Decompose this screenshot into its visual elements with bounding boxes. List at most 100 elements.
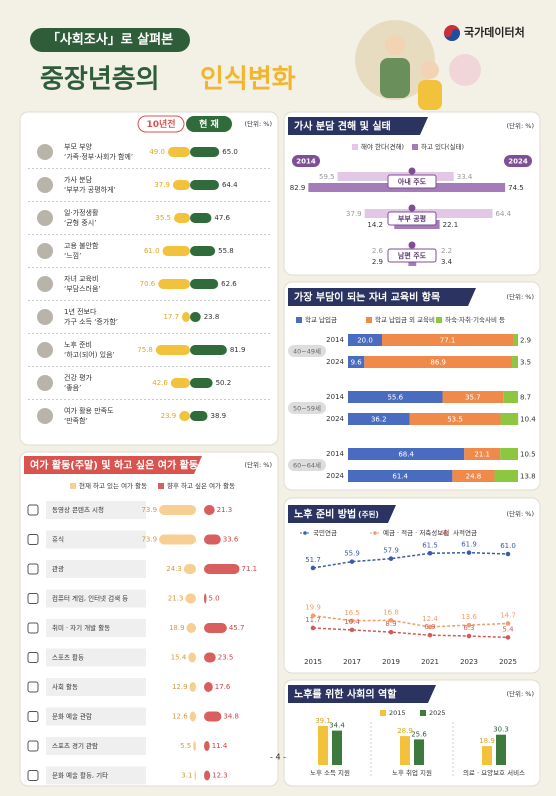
row-label: 노후 준비 [64, 340, 92, 349]
legend-label: 해야 한다(견해) [361, 142, 404, 151]
value-label: 77.1 [440, 337, 456, 345]
bar-future [204, 534, 221, 545]
row-label: 2014 [326, 336, 344, 344]
row-icon [37, 144, 53, 160]
point [466, 622, 472, 628]
x-tick-label: 2023 [460, 658, 478, 666]
row-label: 건강 평가 [64, 373, 93, 382]
row-label: 문화 예술 관람 [52, 712, 92, 721]
bar-past [167, 147, 190, 157]
bar-segment [348, 334, 382, 346]
bar [332, 730, 342, 765]
bar-future [204, 593, 207, 604]
bar-segment [503, 391, 518, 403]
row-label: ‘가족·정부·사회가 함께’ [64, 152, 133, 161]
point [427, 550, 433, 556]
value-label: 81.9 [230, 346, 246, 354]
value-label: 33.6 [223, 536, 239, 544]
point [505, 621, 511, 626]
panel-note: (복수응답, 2025) [200, 460, 261, 470]
logo [444, 29, 460, 41]
bar-segment [348, 356, 365, 368]
unit: (단위: %) [507, 509, 534, 518]
row-label: ‘부부가 공평하게’ [64, 185, 116, 194]
row-icon [27, 563, 39, 575]
panel [283, 111, 541, 276]
row-icon [27, 681, 39, 693]
series-line [312, 627, 509, 639]
value-label: 13.8 [520, 473, 536, 481]
bar-future [204, 682, 213, 692]
bar [318, 725, 328, 765]
panel-title-tip [428, 685, 436, 703]
illustration [380, 58, 410, 98]
bar-segment [500, 413, 519, 425]
subtitle-banner [30, 28, 190, 52]
row-icon [37, 177, 53, 193]
point [427, 624, 433, 630]
value-label: 24.8 [466, 473, 482, 481]
bar-future [204, 623, 227, 633]
series-line [312, 551, 509, 569]
value-label: 8.9 [385, 620, 396, 628]
bar-future [204, 564, 240, 574]
point [505, 551, 511, 557]
row-icon [37, 210, 53, 226]
row-label: 가사 분담 [64, 175, 93, 184]
row-label: 여가 활용 만족도 [64, 406, 114, 415]
panel-title-tip [194, 456, 202, 474]
bar-past [182, 312, 190, 322]
legend-swatch [158, 483, 164, 489]
panel-title-tip [420, 117, 428, 135]
value-label: 14.7 [500, 611, 516, 619]
value-label: 37.9 [346, 210, 362, 218]
value-label: 61.0 [500, 542, 516, 550]
panel-note: (주된) [358, 509, 379, 519]
value-label: 20.0 [357, 337, 373, 345]
legend-swatch [352, 144, 358, 150]
value-label: 50.2 [216, 379, 232, 387]
value-label: 6.3 [463, 624, 474, 632]
value-label: 70.6 [140, 280, 156, 288]
point [310, 565, 316, 571]
value-label: 51.7 [305, 556, 321, 564]
page-number: - 4 - [270, 753, 286, 762]
category-label: 남편 주도 [398, 251, 427, 260]
row-icon [27, 740, 39, 752]
row-icon [27, 593, 39, 604]
row-label: 취미 · 자기 개발 활동 [52, 623, 110, 632]
header-tag-label: 현 재 [199, 118, 219, 130]
point [427, 632, 433, 638]
bar-past [155, 345, 190, 355]
panel-title-tip [468, 288, 476, 306]
category-box [387, 174, 437, 189]
panel [283, 497, 541, 674]
bar-segment [348, 413, 410, 425]
row-icon [37, 408, 53, 424]
bar-segment [348, 391, 443, 403]
row-label: 자녀 교육비 [64, 274, 98, 283]
bar-past [162, 246, 190, 256]
unit: (단위: %) [507, 292, 534, 301]
row-label: 2024 [326, 415, 344, 423]
value-label: 57.9 [383, 547, 399, 555]
value-label: 34.4 [329, 722, 345, 730]
row-icon [27, 504, 39, 516]
bar-past [179, 411, 190, 421]
bar [412, 183, 506, 192]
panel-title: 가장 부담이 되는 자녀 교육비 항목 [294, 291, 440, 304]
row-label: 2024 [326, 472, 344, 480]
value-label: 23.9 [161, 412, 177, 420]
panel [283, 679, 541, 787]
value-label: 68.4 [398, 451, 414, 459]
value-label: 24.3 [166, 565, 182, 573]
value-label: 38.9 [211, 412, 227, 420]
value-label: 45.7 [229, 624, 245, 632]
value-label: 55.6 [387, 394, 403, 402]
header-tag-label: 10년전 [146, 118, 175, 130]
value-label: 17.7 [163, 313, 179, 321]
legend-dot [373, 531, 377, 535]
value-label: 21.1 [474, 451, 490, 459]
legend-swatch [70, 483, 76, 489]
